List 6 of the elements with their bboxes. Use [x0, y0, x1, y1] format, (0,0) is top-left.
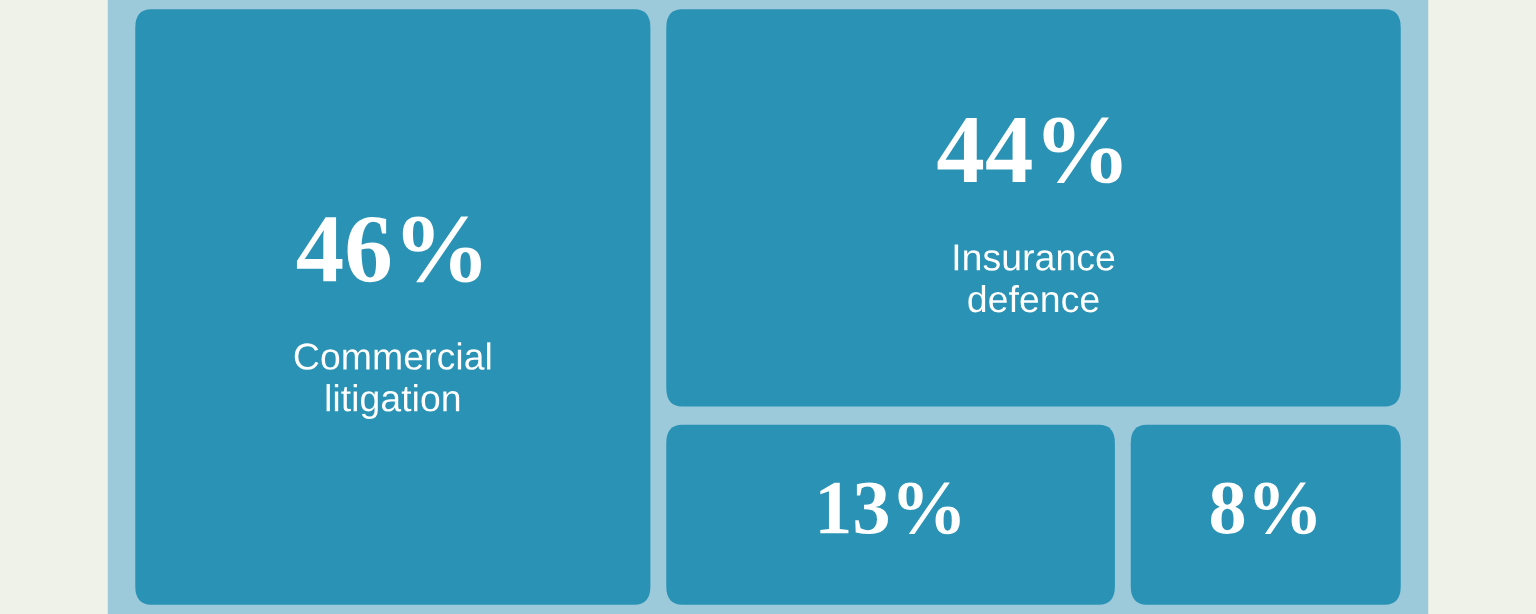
category-label: Commercial litigation	[294, 342, 491, 420]
data-label: 46%	[296, 216, 481, 283]
category-label: Insurance defence	[954, 244, 1115, 313]
data-label: 8%	[1211, 482, 1316, 535]
data-label: 13%	[820, 482, 960, 535]
data-label: 44%	[937, 117, 1122, 184]
